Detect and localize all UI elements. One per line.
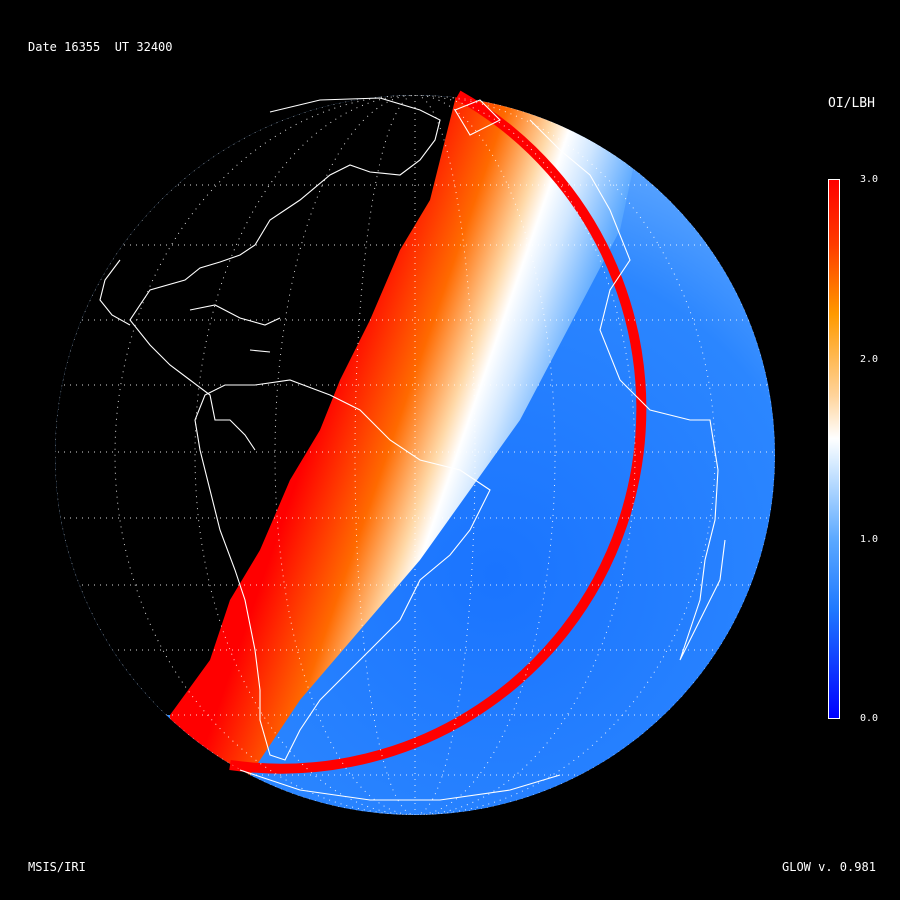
colorbar-tick-0: 0.0: [860, 713, 879, 724]
model-label: MSIS/IRI: [28, 860, 86, 874]
night-region: [55, 95, 458, 715]
version-label: GLOW v. 0.981: [782, 860, 876, 874]
terminator-band: [170, 95, 650, 790]
colorbar-tick-2: 2.0: [860, 354, 879, 365]
limb-ring: [229, 90, 647, 774]
colorbar: [828, 179, 840, 719]
colorbar-title: OI/LBH: [828, 96, 875, 111]
date-label: Date 16355 UT 32400: [28, 40, 173, 54]
colorbar-tick-1: 1.0: [860, 534, 879, 545]
colorbar-tick-3: 3.0: [860, 174, 879, 185]
coastlines: [99, 97, 726, 801]
